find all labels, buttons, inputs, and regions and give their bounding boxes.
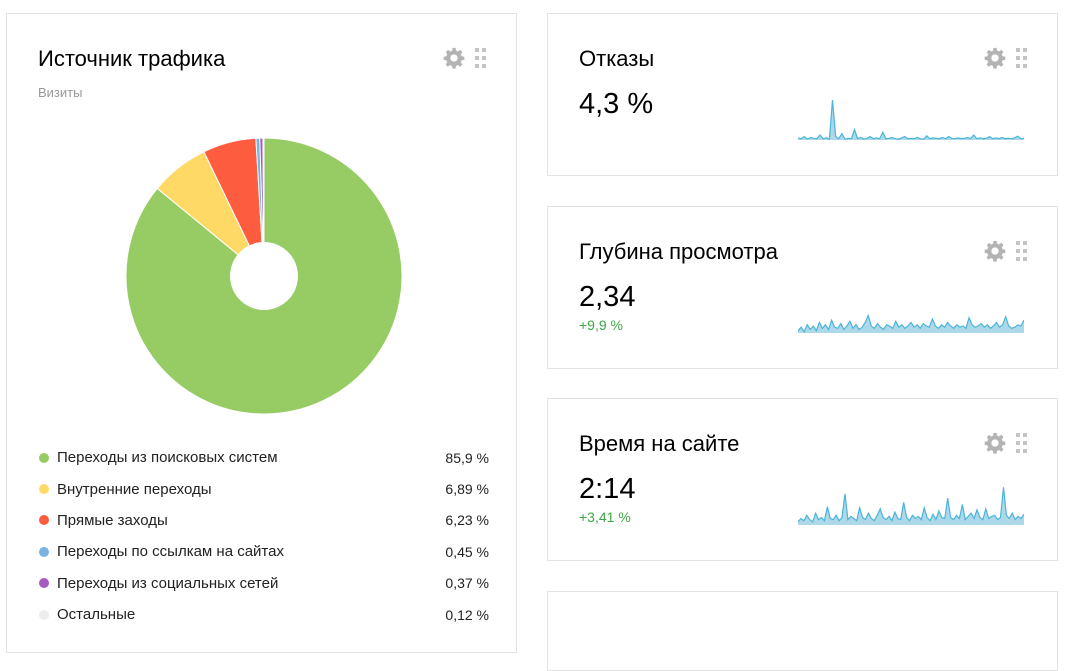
sparkline-area (798, 315, 1024, 333)
drag-handle-icon[interactable] (1016, 241, 1028, 261)
time-sparkline (798, 487, 1024, 525)
legend-dot-icon (39, 578, 49, 589)
drag-handle-icon[interactable] (1016, 48, 1028, 68)
sparkline-area (798, 487, 1024, 525)
legend-dot-icon (39, 452, 49, 463)
drag-handle-icon[interactable] (1016, 433, 1028, 453)
legend-item[interactable]: Прямые заходы 6,23 % (39, 505, 489, 536)
gear-icon[interactable] (984, 432, 1006, 454)
legend-label: Переходы из социальных сетей (57, 574, 279, 592)
legend-dot-icon (39, 546, 49, 557)
depth-sparkline (798, 313, 1024, 333)
pie-center-hole (230, 242, 298, 310)
legend-item[interactable]: Остальные 0,12 % (39, 599, 489, 630)
legend-value: 6,89 % (445, 481, 489, 498)
metric-delta: +3,41 % (579, 509, 631, 525)
legend-value: 0,12 % (445, 606, 489, 623)
traffic-source-widget: Источник трафика Визиты Переходы из поис… (6, 13, 517, 653)
widget-title: Глубина просмотра (579, 239, 778, 264)
next-widget (547, 591, 1058, 671)
gear-icon[interactable] (984, 47, 1006, 69)
page-depth-widget: Глубина просмотра 2,34 +9,9 % (547, 206, 1058, 369)
pie-slice[interactable] (262, 137, 265, 277)
drag-handle-icon[interactable] (475, 48, 487, 68)
legend-dot-icon (39, 484, 49, 495)
legend-label: Остальные (57, 606, 136, 624)
legend-item[interactable]: Переходы из социальных сетей 0,37 % (39, 568, 489, 599)
legend-label: Переходы из поисковых систем (57, 449, 278, 467)
metric-value: 4,3 % (579, 88, 654, 120)
widget-tools (984, 432, 1028, 454)
widget-subtitle: Визиты (38, 85, 83, 100)
pie-legend: Переходы из поисковых систем 85,9 % Внутре… (39, 442, 489, 630)
sparkline-line (798, 313, 1024, 333)
sparkline-line (798, 100, 1024, 140)
legend-dot-icon (39, 515, 49, 526)
bounce-sparkline (798, 100, 1024, 140)
legend-dot-icon (39, 609, 49, 620)
legend-item[interactable]: Переходы по ссылкам на сайтах 0,45 % (39, 536, 489, 567)
legend-value: 0,45 % (445, 543, 489, 560)
legend-value: 0,37 % (445, 575, 489, 592)
sparkline-line (798, 487, 1024, 523)
legend-label: Переходы по ссылкам на сайтах (57, 543, 284, 561)
metric-delta: +9,9 % (579, 317, 623, 333)
widget-tools (443, 47, 487, 69)
widget-tools (984, 240, 1028, 262)
legend-label: Прямые заходы (57, 511, 168, 529)
legend-item[interactable]: Переходы из поисковых систем 85,9 % (39, 442, 489, 473)
metric-value: 2,34 (579, 281, 636, 313)
legend-item[interactable]: Внутренние переходы 6,89 % (39, 473, 489, 504)
widget-title: Источник трафика (38, 46, 226, 71)
legend-label: Внутренние переходы (57, 480, 212, 498)
widget-tools (984, 47, 1028, 69)
widget-title: Отказы (579, 46, 655, 71)
traffic-pie-chart (125, 137, 403, 415)
legend-value: 85,9 % (445, 449, 489, 466)
bounce-rate-widget: Отказы 4,3 % (547, 13, 1058, 176)
gear-icon[interactable] (984, 240, 1006, 262)
gear-icon[interactable] (443, 47, 465, 69)
legend-value: 6,23 % (445, 512, 489, 529)
widget-title: Время на сайте (579, 431, 740, 456)
metric-value: 2:14 (579, 473, 636, 505)
time-on-site-widget: Время на сайте 2:14 +3,41 % (547, 398, 1058, 561)
